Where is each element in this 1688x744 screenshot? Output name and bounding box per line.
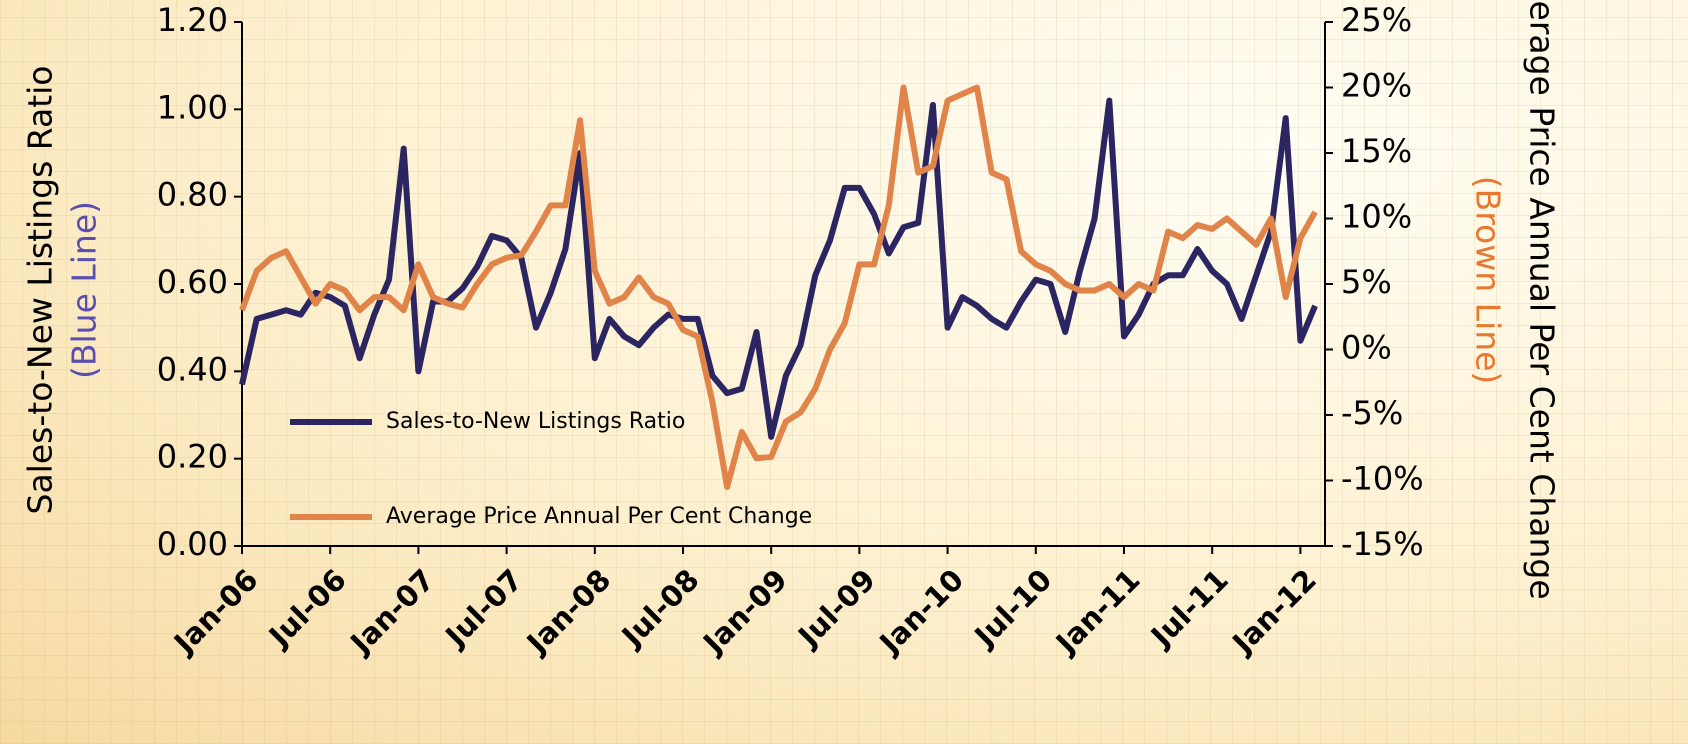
y2-tick-label: -10% bbox=[1341, 460, 1424, 498]
y-tick-label: 0.60 bbox=[157, 263, 228, 301]
x-tick-label: Jul-09 bbox=[790, 563, 882, 655]
legend-label: Average Price Annual Per Cent Change bbox=[386, 504, 812, 529]
y-axis-subtitle: (Blue Line) bbox=[65, 201, 104, 379]
x-tick-label: Jul-07 bbox=[437, 563, 529, 655]
series-line bbox=[239, 84, 1318, 491]
x-tick-label: Jan-08 bbox=[519, 563, 618, 662]
x-tick-label: Jan-10 bbox=[872, 563, 971, 662]
y2-tick-label: 20% bbox=[1341, 67, 1412, 105]
y-axis-title: Sales-to-New Listings Ratio bbox=[21, 66, 60, 515]
y-tick-label: 0.20 bbox=[157, 438, 228, 476]
x-tick-label: Jul-06 bbox=[261, 563, 353, 655]
y2-axis-title: Average Price Annual Per Cent Change bbox=[1523, 0, 1562, 600]
x-tick-label: Jan-06 bbox=[166, 563, 265, 662]
x-tick-label: Jul-11 bbox=[1143, 563, 1235, 655]
y2-tick-label: 15% bbox=[1341, 132, 1412, 170]
y2-tick-label: 0% bbox=[1341, 329, 1392, 367]
y-tick-label: 0.80 bbox=[157, 176, 228, 214]
legend-label: Sales-to-New Listings Ratio bbox=[386, 409, 685, 434]
y2-tick-label: 5% bbox=[1341, 263, 1392, 301]
y2-axis-subtitle: (Brown Line) bbox=[1469, 176, 1508, 385]
y2-tick-label: 10% bbox=[1341, 198, 1412, 236]
y2-tick-label: 25% bbox=[1341, 1, 1412, 39]
x-tick-label: Jan-12 bbox=[1224, 563, 1323, 662]
x-tick-label: Jan-09 bbox=[695, 563, 794, 662]
x-tick-label: Jan-11 bbox=[1048, 563, 1147, 662]
y-tick-label: 0.00 bbox=[157, 525, 228, 563]
x-tick-label: Jan-07 bbox=[342, 563, 441, 662]
y2-tick-label: -15% bbox=[1341, 525, 1424, 563]
x-tick-label: Jul-10 bbox=[967, 563, 1059, 655]
series-line bbox=[239, 97, 1318, 440]
y2-tick-label: -5% bbox=[1341, 394, 1403, 432]
y-tick-label: 1.20 bbox=[157, 1, 228, 39]
y-tick-label: 1.00 bbox=[157, 88, 228, 126]
x-tick-label: Jul-08 bbox=[614, 563, 706, 655]
y-tick-label: 0.40 bbox=[157, 350, 228, 388]
